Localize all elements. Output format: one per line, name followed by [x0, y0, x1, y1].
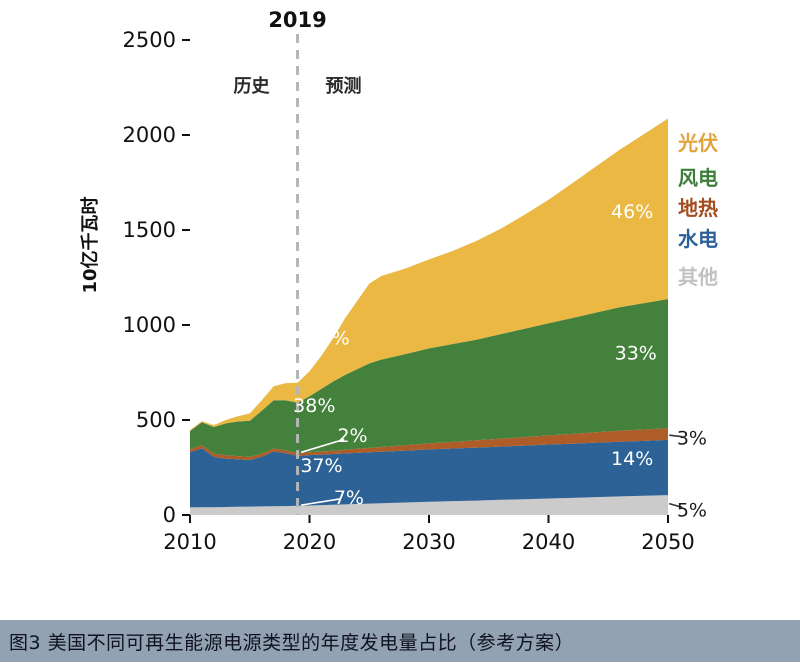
- legend-item-wind: 风电: [678, 166, 718, 190]
- y-tick-label: 500: [136, 408, 176, 432]
- y-tick-label: 2000: [123, 123, 176, 147]
- x-tick-label: 2040: [522, 530, 575, 554]
- area-other: [190, 495, 668, 515]
- figure-caption-bar: 图3 美国不同可再生能源电源类型的年度发电量占比（参考方案）: [0, 620, 800, 662]
- area-solar: [190, 118, 668, 431]
- x-tick-label: 2050: [641, 530, 694, 554]
- y-axis-title: 10亿千瓦时: [79, 196, 101, 293]
- annotation-geothermal-2050: 3%: [677, 427, 707, 449]
- y-tick-label: 2500: [123, 28, 176, 52]
- stacked-area-chart: 2019 历史 预测 0 500 1000 1500 2000 2500 2010 2020 2030…: [79, 8, 718, 554]
- x-tick-label: 2010: [163, 530, 216, 554]
- annotation-wind-2019: 38%: [293, 395, 335, 417]
- forecast-label: 预测: [326, 75, 362, 97]
- annotation-solar-2019: 15%: [308, 327, 350, 349]
- leader-line-other-2019: [301, 498, 341, 506]
- area-hydro: [190, 439, 668, 508]
- figure-caption-text: 图3 美国不同可再生能源电源类型的年度发电量占比（参考方案）: [9, 631, 575, 654]
- leader-line-geothermal-2050: [669, 434, 683, 438]
- legend-item-hydro: 水电: [678, 227, 718, 251]
- x-tick-label: 2030: [402, 530, 455, 554]
- annotation-solar-2050: 46%: [611, 201, 653, 223]
- divider-year-label: 2019: [268, 8, 326, 32]
- y-tick-label: 1500: [123, 218, 176, 242]
- history-label: 历史: [234, 75, 271, 97]
- x-tick-label: 2020: [283, 530, 336, 554]
- leader-line-other-2050: [668, 502, 683, 509]
- annotation-other-2019: 7%: [334, 487, 364, 509]
- chart-area: 2019 历史 预测 0 500 1000 1500 2000 2500 2010 2020 2030…: [79, 8, 718, 554]
- y-tick-label: 1000: [123, 313, 176, 337]
- legend-item-geothermal: 地热: [678, 196, 718, 220]
- leader-line-geothermal-2019: [300, 438, 345, 454]
- leader-line-solar-2019: [299, 347, 323, 375]
- annotation-other-2050: 5%: [677, 500, 707, 522]
- area-wind: [190, 299, 668, 457]
- legend-item-solar: 光伏: [677, 131, 718, 155]
- legend-item-other: 其他: [678, 265, 718, 289]
- annotation-hydro-2050: 14%: [611, 448, 653, 470]
- y-tick-label: 0: [163, 503, 176, 527]
- annotation-wind-2050: 33%: [615, 343, 657, 365]
- area-geothermal: [190, 428, 668, 461]
- annotation-hydro-2019: 37%: [300, 455, 342, 477]
- annotation-geothermal-2019: 2%: [337, 425, 367, 447]
